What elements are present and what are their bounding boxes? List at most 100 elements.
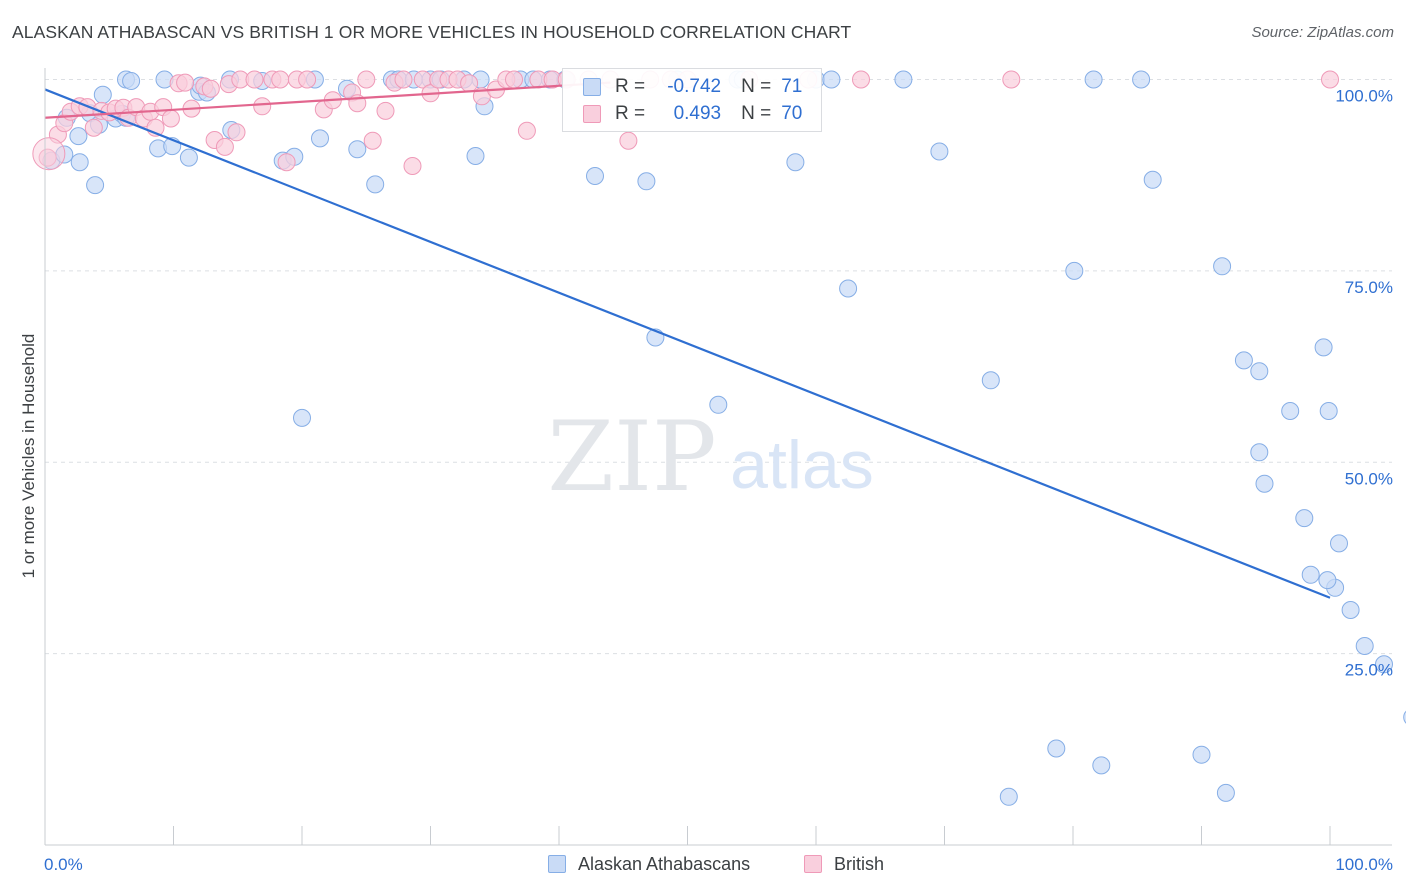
british-point: [852, 70, 870, 89]
legend-row-british: R = 0.493 N = 70: [583, 102, 802, 126]
athabascan-point: [1047, 739, 1066, 758]
athabascan-point: [1301, 565, 1320, 584]
british-point: [215, 137, 234, 156]
british-legend-label: British: [834, 853, 885, 874]
british-point: [460, 74, 479, 93]
british-swatch: [583, 105, 601, 123]
athabascan-point: [1281, 402, 1300, 420]
british-point: [619, 131, 638, 150]
tick-labels: 25.0% 50.0% 75.0% 100.0% 0.0% 100.0%: [44, 87, 1393, 875]
british-point: [363, 131, 382, 150]
british-point: [505, 70, 523, 89]
athabascan-legend-swatch: [548, 855, 566, 873]
n-label: N =: [741, 76, 772, 97]
athabascan-point: [348, 140, 367, 159]
n-value-british: 70: [781, 103, 803, 124]
athabascan-point: [311, 129, 329, 148]
british-point: [394, 70, 413, 89]
n-label: N =: [741, 103, 772, 124]
athabascan-point: [1216, 783, 1235, 802]
athabascan-point: [1341, 601, 1360, 619]
british-point: [253, 97, 272, 116]
y-tick-label: 100.0%: [1335, 87, 1393, 106]
r-label: R =: [615, 76, 646, 97]
stats-legend: R = -0.742 N = 71 R = 0.493 N = 70: [562, 68, 822, 132]
british-point: [32, 137, 66, 171]
athabascan-point: [466, 147, 485, 165]
x-tick-label-left: 0.0%: [44, 855, 83, 874]
athabascan-trend-line: [44, 88, 1331, 599]
british-trend-line: [44, 81, 611, 119]
british-point: [1002, 70, 1021, 89]
athabascan-point: [1330, 534, 1348, 553]
athabascan-point: [1319, 402, 1338, 420]
british-point: [161, 109, 180, 128]
athabascan-point: [709, 395, 728, 414]
british-point: [245, 70, 264, 89]
athabascan-point: [1234, 351, 1253, 370]
watermark: ZIP atlas: [547, 401, 873, 513]
legend-row-athabascan: R = -0.742 N = 71: [583, 75, 802, 99]
athabascan-point: [1213, 257, 1232, 276]
athabascan-point: [179, 148, 198, 167]
british-legend-swatch: [804, 855, 822, 873]
y-tick-label: 25.0%: [1345, 661, 1393, 680]
british-point: [357, 70, 376, 89]
y-axis-title: 1 or more Vehicles in Household: [19, 333, 38, 579]
athabascan-point: [122, 72, 141, 90]
athabascan-point: [1250, 443, 1269, 462]
athabascan-point: [637, 172, 656, 191]
athabascan-point: [69, 127, 88, 146]
athabascan-point: [1143, 170, 1162, 189]
athabascan-point: [1250, 362, 1269, 381]
trend-lines: [44, 81, 1331, 599]
athabascan-point: [930, 142, 949, 161]
axis-layer: [44, 68, 1392, 846]
watermark-atlas: atlas: [730, 427, 874, 503]
athabascan-point: [86, 176, 105, 195]
british-point: [201, 79, 220, 98]
athabascan-point: [1132, 70, 1151, 89]
british-point: [227, 123, 246, 142]
athabascan-point: [1084, 70, 1103, 89]
athabascan-point: [1295, 509, 1314, 528]
x-tick-label-right: 100.0%: [1335, 855, 1393, 874]
british-point: [277, 153, 296, 172]
british-point: [271, 70, 290, 89]
athabascan-point: [1065, 261, 1084, 280]
athabascan-point: [999, 787, 1018, 806]
british-point: [403, 157, 422, 175]
athabascan-point: [1318, 571, 1337, 590]
grid-layer: [45, 79, 1392, 655]
bottom-legend-athabascan[interactable]: Alaskan Athabascans: [548, 853, 750, 875]
r-value-british: 0.493: [673, 103, 722, 124]
athabascan-point: [786, 153, 805, 172]
source-note: Source: ZipAtlas.com: [1251, 24, 1394, 41]
r-value-athabascan: -0.742: [667, 76, 722, 97]
chart-title: ALASKAN ATHABASCAN VS BRITISH 1 OR MORE …: [12, 22, 852, 42]
athabascan-point: [981, 371, 1000, 390]
athabascan-point: [1355, 637, 1374, 655]
athabascan-point: [1255, 474, 1274, 493]
athabascan-point: [93, 85, 112, 104]
athabascan-legend-label: Alaskan Athabascans: [578, 853, 751, 874]
british-point: [176, 73, 195, 92]
y-tick-label: 50.0%: [1345, 469, 1393, 488]
british-point: [1321, 70, 1339, 89]
athabascan-point: [1375, 655, 1393, 674]
watermark-zip: ZIP: [547, 401, 716, 513]
british-point: [376, 101, 395, 120]
athabascan-point: [366, 175, 385, 194]
british-point: [84, 118, 103, 137]
athabascan-point: [1092, 756, 1111, 775]
athabascan-swatch: [583, 78, 601, 96]
series-athabascan-points: [42, 70, 1406, 806]
athabascan-point: [586, 167, 604, 185]
athabascan-point: [1403, 710, 1406, 724]
n-value-athabascan: 71: [781, 76, 803, 97]
british-point: [517, 121, 536, 140]
bottom-legend-british[interactable]: British: [804, 853, 884, 875]
r-label: R =: [615, 103, 646, 124]
british-point: [298, 70, 317, 89]
athabascan-point: [293, 408, 311, 427]
